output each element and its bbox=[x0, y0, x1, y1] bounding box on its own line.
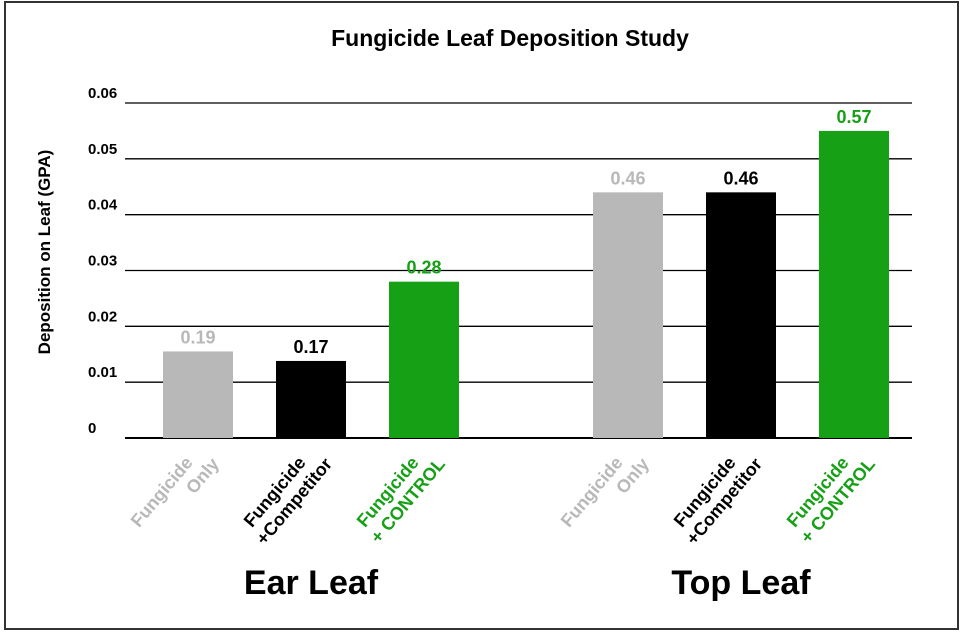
y-tick-label: 0.02 bbox=[88, 308, 117, 325]
y-tick-label: 0.03 bbox=[88, 253, 117, 270]
bar bbox=[593, 192, 663, 438]
group-label: Ear Leaf bbox=[244, 564, 379, 602]
value-label: 0.46 bbox=[723, 168, 758, 188]
bar bbox=[276, 360, 346, 438]
y-axis-label: Deposition on Leaf (GPA) bbox=[35, 150, 54, 355]
value-label: 0.28 bbox=[406, 258, 441, 278]
y-tick-label: 0 bbox=[88, 420, 96, 437]
y-tick-label: 0.06 bbox=[88, 85, 117, 102]
group-label: Top Leaf bbox=[671, 564, 811, 602]
y-tick-label: 0.05 bbox=[88, 141, 117, 158]
bar bbox=[706, 192, 776, 438]
value-label: 0.57 bbox=[836, 107, 871, 127]
bar bbox=[163, 351, 233, 438]
value-label: 0.46 bbox=[610, 168, 645, 188]
y-tick-label: 0.01 bbox=[88, 364, 117, 381]
frame bbox=[4, 1, 959, 630]
y-tick-label: 0.04 bbox=[88, 197, 118, 214]
bar bbox=[819, 130, 889, 438]
value-label: 0.17 bbox=[293, 337, 328, 357]
value-label: 0.19 bbox=[180, 327, 215, 347]
chart-title: Fungicide Leaf Deposition Study bbox=[331, 25, 689, 51]
bar bbox=[389, 281, 459, 438]
